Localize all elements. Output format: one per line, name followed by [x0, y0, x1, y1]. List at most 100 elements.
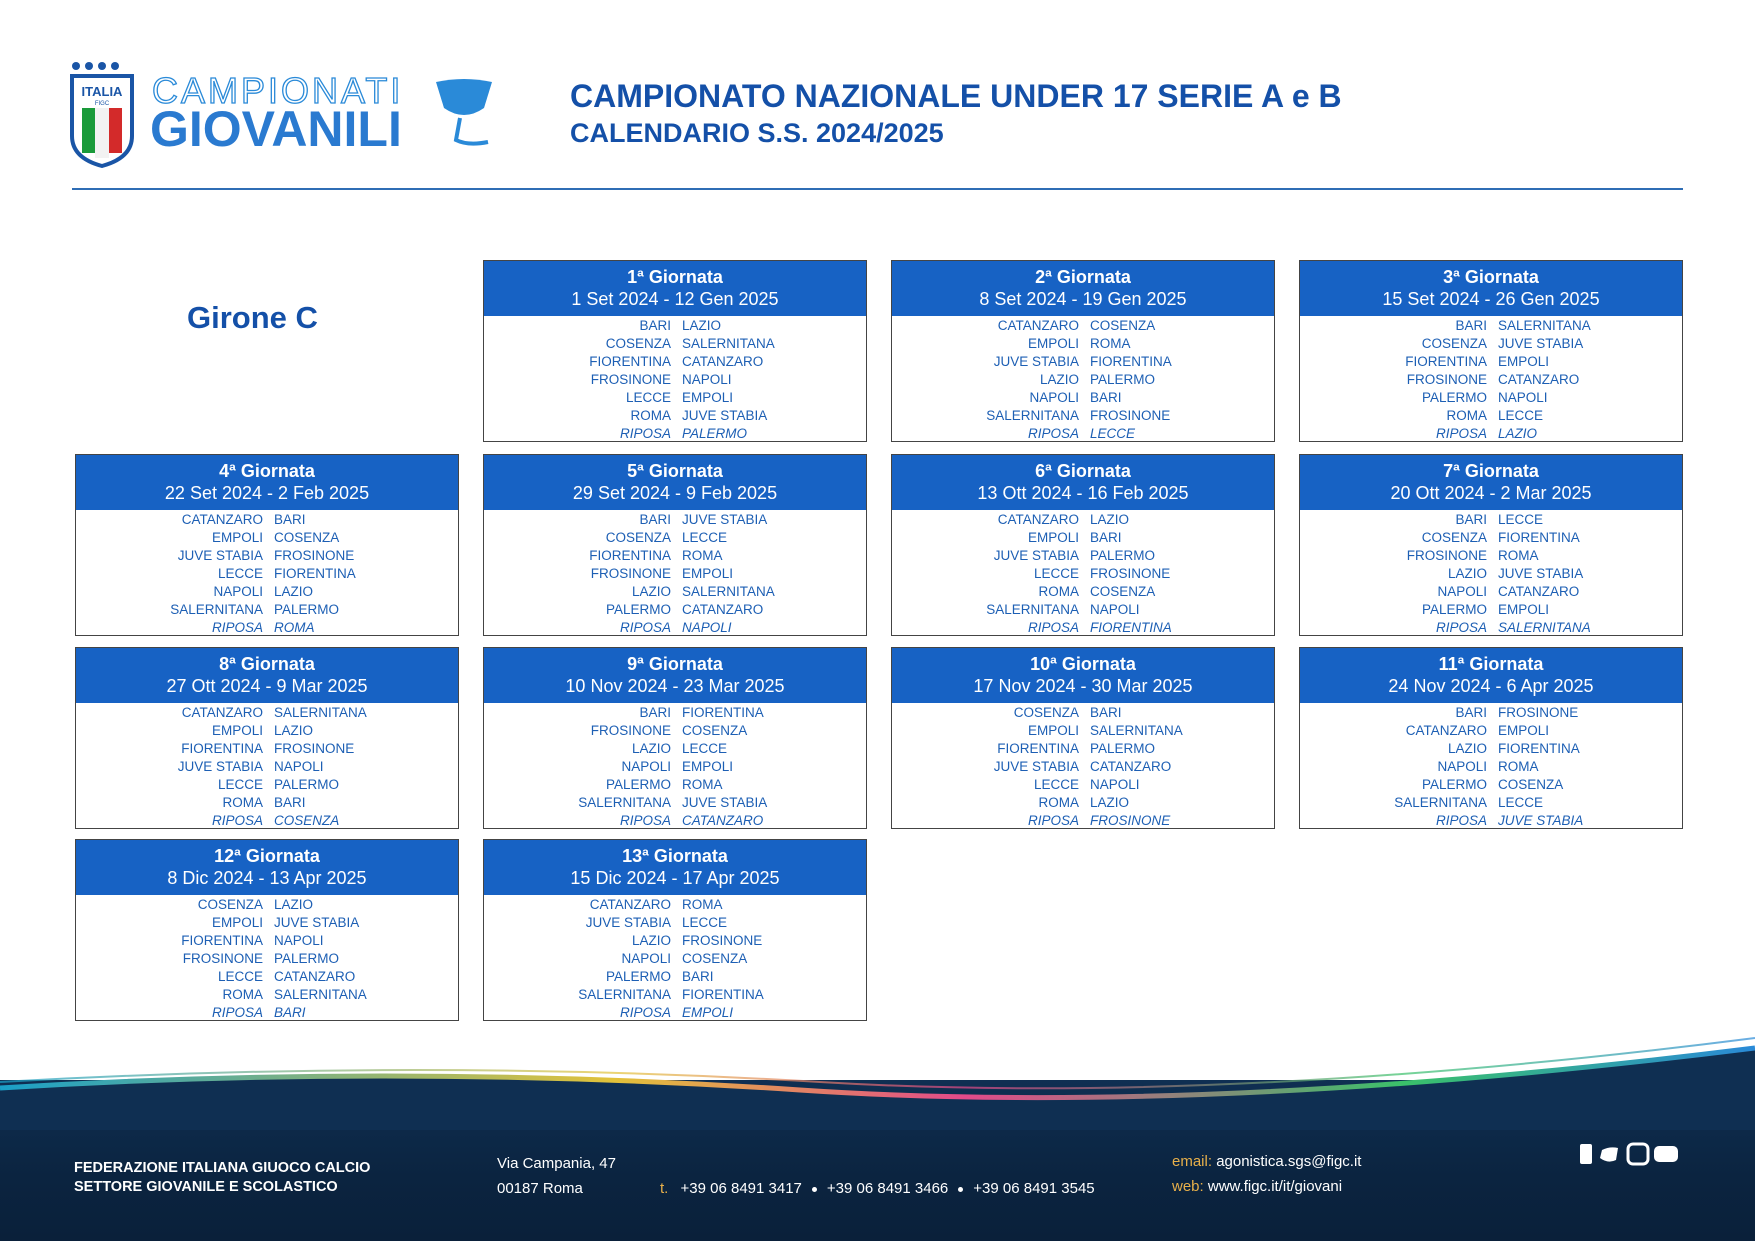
rest-row: RIPOSA COSENZA: [76, 812, 458, 830]
logo-badge: ITALIA: [82, 84, 124, 99]
match: SALERNITANA NAPOLI: [892, 601, 1274, 619]
home-team: SALERNITANA: [1394, 795, 1487, 810]
rest-row: RIPOSA LECCE: [892, 425, 1274, 443]
away-team: NAPOLI: [274, 759, 324, 774]
round-matches: COSENZA BARI EMPOLI SALERNITANA FIORENTINA PA…: [892, 703, 1274, 830]
home-team: LAZIO: [631, 584, 671, 599]
flag-red: [109, 108, 122, 153]
round-title: 9ª Giornata: [627, 654, 723, 674]
away-team: SALERNITANA: [682, 336, 775, 351]
match: FIORENTINA CATANZARO: [484, 353, 866, 371]
away-team: FROSINONE: [1090, 566, 1171, 581]
divider: [72, 188, 1683, 190]
round-header: 10ª Giornata 17 Nov 2024 - 30 Mar 2025: [892, 648, 1274, 703]
away-team: FIORENTINA: [1498, 530, 1580, 545]
away-team: LAZIO: [274, 723, 314, 738]
match: BARI LAZIO: [484, 317, 866, 335]
home-team: ROMA: [1038, 795, 1080, 810]
match: JUVE STABIA PALERMO: [892, 547, 1274, 565]
round-title: 7ª Giornata: [1443, 461, 1539, 481]
round-title: 13ª Giornata: [622, 846, 728, 866]
rest-label: RIPOSA: [211, 1005, 263, 1020]
away-team: FIORENTINA: [274, 566, 356, 581]
match: LECCE NAPOLI: [892, 776, 1274, 794]
match: JUVE STABIA FIORENTINA: [892, 353, 1274, 371]
round-dates: 10 Nov 2024 - 23 Mar 2025: [565, 676, 785, 696]
home-team: ROMA: [222, 795, 264, 810]
away-team: FROSINONE: [682, 933, 763, 948]
home-team: BARI: [639, 512, 671, 527]
away-team: SALERNITANA: [274, 987, 367, 1002]
home-team: PALERMO: [1421, 777, 1487, 792]
away-team: BARI: [274, 795, 306, 810]
home-team: EMPOLI: [211, 723, 263, 738]
home-team: LECCE: [1033, 566, 1079, 581]
away-team: CATANZARO: [1498, 584, 1580, 599]
email: email: agonistica.sgs@figc.it: [1172, 1153, 1361, 1170]
match: FROSINONE PALERMO: [76, 950, 458, 968]
round-header: 12ª Giornata 8 Dic 2024 - 13 Apr 2025: [76, 840, 458, 895]
round-dates: 22 Set 2024 - 2 Feb 2025: [164, 483, 370, 503]
rest-team: CATANZARO: [682, 813, 764, 828]
email-label: email:: [1172, 1153, 1213, 1170]
away-team: EMPOLI: [1498, 354, 1550, 369]
away-team: ROMA: [1498, 548, 1539, 563]
home-team: FROSINONE: [1406, 548, 1487, 563]
home-team: FROSINONE: [590, 372, 671, 387]
match: BARI FIORENTINA: [484, 704, 866, 722]
match: JUVE STABIA CATANZARO: [892, 758, 1274, 776]
match: PALERMO BARI: [484, 968, 866, 986]
home-team: ROMA: [630, 408, 672, 423]
away-team: SALERNITANA: [682, 584, 775, 599]
home-team: EMPOLI: [1027, 723, 1079, 738]
email-address[interactable]: agonistica.sgs@figc.it: [1216, 1153, 1362, 1170]
home-team: CATANZARO: [181, 512, 263, 527]
round-header: 6ª Giornata 13 Ott 2024 - 16 Feb 2025: [892, 455, 1274, 510]
match: LAZIO JUVE STABIA: [1300, 565, 1682, 583]
round-dates: 15 Set 2024 - 26 Gen 2025: [1382, 289, 1600, 309]
home-team: JUVE STABIA: [993, 759, 1079, 774]
stars: [72, 62, 119, 70]
match: COSENZA LAZIO: [76, 896, 458, 914]
rest-label: RIPOSA: [1027, 620, 1079, 635]
rest-team: FROSINONE: [1090, 813, 1171, 828]
home-team: FIORENTINA: [181, 933, 263, 948]
org-line2: SETTORE GIOVANILE E SCOLASTICO: [74, 1179, 338, 1195]
round-title: 2ª Giornata: [1035, 267, 1131, 287]
match: CATANZARO LAZIO: [892, 511, 1274, 529]
away-team: NAPOLI: [1090, 777, 1140, 792]
round-card: 3ª Giornata 15 Set 2024 - 26 Gen 2025 BARI…: [1299, 260, 1683, 442]
match: COSENZA LECCE: [484, 529, 866, 547]
rest-row: RIPOSA LAZIO: [1300, 425, 1682, 443]
round-matches: BARI LECCE COSENZA FIORENTINA FROSINONE ROMA L…: [1300, 510, 1682, 637]
rest-team: PALERMO: [682, 426, 748, 441]
phone-number: +39 06 8491 3545: [973, 1180, 1095, 1197]
match: LAZIO SALERNITANA: [484, 583, 866, 601]
match: FROSINONE EMPOLI: [484, 565, 866, 583]
round-card: 5ª Giornata 29 Set 2024 - 9 Feb 2025 BARI J…: [483, 454, 867, 636]
round-card: 2ª Giornata 8 Set 2024 - 19 Gen 2025 CATAN…: [891, 260, 1275, 442]
match: ROMA LAZIO: [892, 794, 1274, 812]
away-team: FIORENTINA: [1090, 354, 1172, 369]
match: ROMA COSENZA: [892, 583, 1274, 601]
match: FIORENTINA EMPOLI: [1300, 353, 1682, 371]
home-team: ROMA: [1446, 408, 1488, 423]
home-team: PALERMO: [605, 602, 671, 617]
away-team: JUVE STABIA: [1498, 336, 1584, 351]
rest-label: RIPOSA: [1435, 426, 1487, 441]
rest-team: BARI: [274, 1005, 306, 1020]
away-team: CATANZARO: [682, 602, 764, 617]
away-team: JUVE STABIA: [274, 915, 360, 930]
phone-label: t.: [660, 1180, 669, 1197]
home-team: COSENZA: [197, 897, 263, 912]
match: CATANZARO EMPOLI: [1300, 722, 1682, 740]
round-matches: BARI JUVE STABIA COSENZA LECCE FIORENTINA ROM…: [484, 510, 866, 637]
web-address[interactable]: www.figc.it/it/giovani: [1207, 1178, 1343, 1195]
home-team: CATANZARO: [589, 897, 671, 912]
match: CATANZARO COSENZA: [892, 317, 1274, 335]
match: NAPOLI CATANZARO: [1300, 583, 1682, 601]
home-team: SALERNITANA: [986, 602, 1079, 617]
rest-row: RIPOSA BARI: [76, 1004, 458, 1022]
away-team: FROSINONE: [1498, 705, 1579, 720]
web-label: web:: [1172, 1178, 1204, 1195]
